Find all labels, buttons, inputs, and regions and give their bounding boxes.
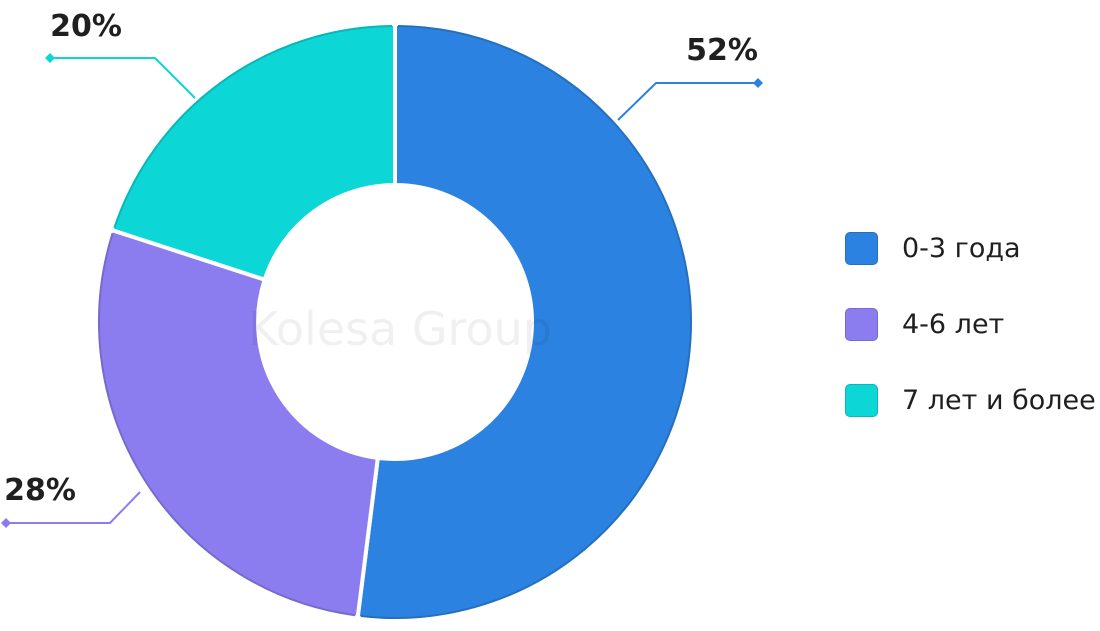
legend-label-0-3: 0-3 года (902, 232, 1021, 264)
legend-item-4-6[interactable]: 4-6 лет (845, 304, 1096, 344)
data-label-4-6: 28% (4, 473, 76, 508)
legend-swatch-4-6 (845, 307, 878, 341)
slices-group (95, 21, 695, 622)
watermark-text: Kolesa Group (248, 302, 552, 356)
legend-label-4-6: 4-6 лет (902, 308, 1005, 340)
legend-swatch-7-plus (845, 383, 878, 417)
legend-item-7-plus[interactable]: 7 лет и более (845, 380, 1096, 420)
slice-4-6[interactable] (95, 227, 381, 620)
slice-7-plus[interactable] (109, 21, 397, 283)
slice-edge-4-6 (98, 233, 356, 617)
data-label-7-plus: 20% (50, 9, 122, 44)
leader-marker-0-3 (753, 78, 763, 88)
slice-0-3[interactable] (355, 21, 695, 622)
slice-edge-7-plus (113, 25, 393, 229)
leader-line-4-6 (6, 491, 141, 524)
leader-marker-7-plus (45, 53, 55, 63)
leader-line-7-plus (50, 57, 196, 99)
leader-lines-group (1, 53, 763, 528)
slice-edge-0-3 (360, 25, 692, 619)
legend-label-7-plus: 7 лет и более (902, 384, 1096, 416)
legend-item-0-3[interactable]: 0-3 года (845, 228, 1096, 268)
legend: 0-3 года 4-6 лет 7 лет и более (845, 228, 1096, 456)
leader-marker-4-6 (1, 518, 11, 528)
data-label-0-3: 52% (686, 33, 758, 68)
leader-line-0-3 (617, 82, 758, 121)
legend-swatch-0-3 (845, 231, 878, 265)
